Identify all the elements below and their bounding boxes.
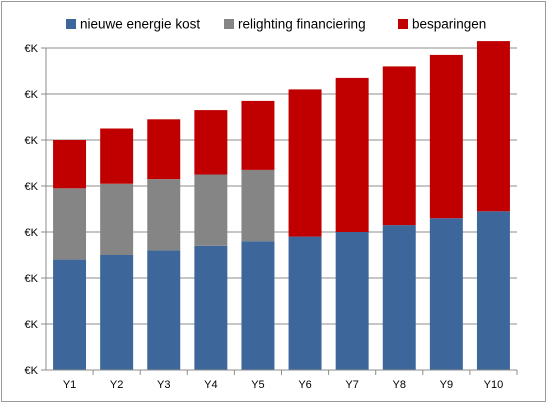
legend: nieuwe energie kost relighting financieri… [66, 17, 486, 32]
bar-segment-1-y7 [335, 232, 369, 370]
bar-segment-3-y4 [194, 110, 228, 175]
axes [41, 47, 518, 375]
x-tick-label: Y4 [204, 379, 217, 391]
x-tick-label: Y7 [345, 379, 358, 391]
bar-segment-3-y3 [147, 119, 181, 180]
bars [53, 41, 510, 370]
bar-segment-1-y3 [147, 250, 181, 370]
y-tick-label: €K [25, 365, 39, 377]
bar-segment-2-y3 [147, 179, 181, 251]
x-tick-label: Y5 [251, 379, 264, 391]
bar-segment-3-y8 [382, 66, 416, 226]
bar-segment-1-y9 [429, 218, 463, 370]
bar-segment-2-y1 [53, 188, 87, 260]
x-tick-label: Y6 [298, 379, 311, 391]
y-tick-label: €K [25, 273, 39, 285]
y-tick-label: €K [25, 227, 39, 239]
x-tick-label: Y9 [440, 379, 453, 391]
legend-swatch-2 [224, 19, 234, 29]
bar-segment-2-y5 [241, 169, 275, 242]
bar-segment-1-y1 [53, 259, 87, 370]
y-tick-label: €K [25, 319, 39, 331]
legend-label-2: relighting financiering [238, 17, 366, 32]
bar-segment-2-y4 [194, 174, 228, 246]
bar-segment-1-y4 [194, 245, 228, 370]
x-tick-label: Y10 [484, 379, 504, 391]
y-tick-label: €K [25, 135, 39, 147]
bar-segment-3-y6 [288, 89, 322, 237]
bar-segment-3-y10 [476, 41, 510, 212]
bar-segment-3-y9 [429, 54, 463, 219]
x-tick-label: Y8 [393, 379, 406, 391]
y-tick-label: €K [25, 181, 39, 193]
bar-segment-1-y5 [241, 241, 275, 370]
legend-swatch-1 [66, 19, 76, 29]
bar-segment-3-y7 [335, 77, 369, 233]
bar-segment-2-y2 [100, 183, 134, 255]
x-tick-labels: Y1 Y2 Y3 Y4 Y5 Y6 Y7 Y8 Y9 Y10 [63, 379, 503, 391]
bar-segment-1-y6 [288, 236, 322, 370]
y-tick-labels: €K €K €K €K €K €K €K €K [25, 43, 39, 377]
bar-segment-1-y10 [476, 211, 510, 370]
y-tick-label: €K [25, 43, 39, 55]
legend-label-3: besparingen [412, 17, 486, 32]
bar-segment-1-y8 [382, 225, 416, 370]
bar-segment-3-y2 [100, 128, 134, 184]
y-tick-label: €K [25, 89, 39, 101]
x-tick-label: Y3 [157, 379, 170, 391]
legend-swatch-3 [398, 19, 408, 29]
x-tick-label: Y2 [110, 379, 123, 391]
x-tick-label: Y1 [63, 379, 76, 391]
bar-segment-3-y5 [241, 100, 275, 170]
legend-label-1: nieuwe energie kost [80, 17, 200, 32]
bar-segment-3-y1 [53, 140, 87, 189]
bar-segment-1-y2 [100, 255, 134, 370]
